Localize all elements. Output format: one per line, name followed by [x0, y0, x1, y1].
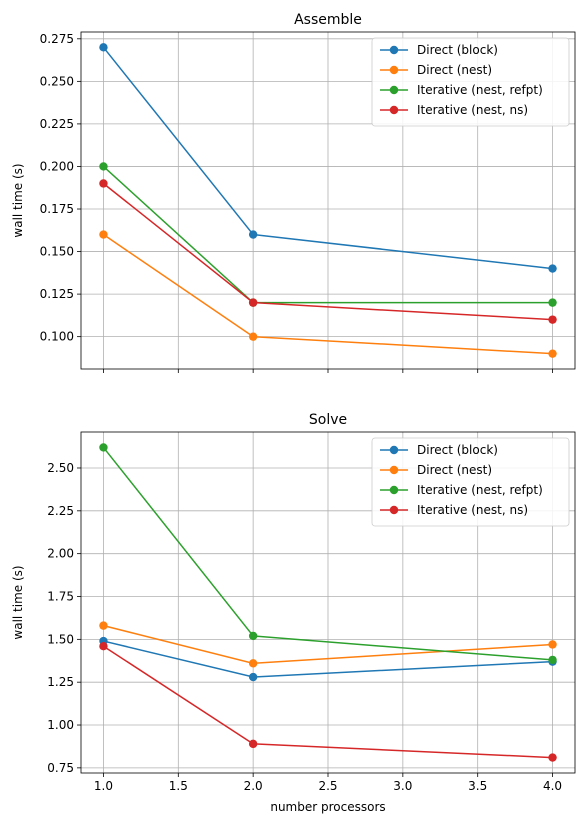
y-tick-label: 0.150: [40, 245, 74, 259]
data-point: [548, 753, 557, 762]
y-tick-label: 0.275: [40, 32, 74, 46]
data-point: [548, 640, 557, 649]
data-point: [548, 315, 557, 324]
x-tick-label: 1.0: [94, 779, 113, 793]
legend-item: Direct (block): [380, 443, 498, 457]
data-point: [248, 332, 258, 341]
chart-panel-1: 0.100 0.125 0.150 0.175 0.200 0.225 0.250 0.275…: [11, 12, 576, 373]
data-point: [99, 162, 108, 171]
y-tick-label: 2.25: [47, 504, 74, 518]
data-point: [548, 298, 557, 307]
y-tick-label: 1.00: [47, 718, 74, 732]
legend-swatch-marker: [389, 45, 399, 55]
y-axis-label: wall time (s): [11, 163, 25, 237]
data-point: [548, 264, 557, 273]
y-tick-label: 0.100: [40, 330, 74, 344]
legend-item: Iterative (nest, ns): [380, 103, 528, 117]
legend-item: Direct (nest): [380, 463, 492, 477]
x-tick-label: 2.5: [318, 779, 337, 793]
data-point: [248, 230, 258, 239]
y-tick-label: 0.200: [40, 159, 74, 173]
legend-swatch-marker: [389, 485, 399, 495]
y-tick-label: 0.125: [40, 287, 74, 301]
legend-label: Direct (nest): [417, 463, 492, 477]
legend-swatch-marker: [389, 505, 399, 515]
y-tick-label: 0.225: [40, 117, 74, 131]
data-point: [99, 621, 108, 630]
data-point: [248, 739, 258, 749]
y-tick-label: 2.50: [47, 461, 74, 475]
legend-item: Direct (block): [380, 43, 498, 57]
legend-box: [371, 437, 570, 527]
legend-item: Iterative (nest, ns): [380, 503, 528, 517]
legend-item: Direct (nest): [380, 63, 492, 77]
x-tick-label: 2.0: [244, 779, 263, 793]
y-axis-label: wall time (s): [11, 565, 25, 639]
chart-panel-2: 1.0 1.5 2.0 2.5 3.0 3.5 4.0 0.75 1.00 1.25 1.50 1.7…: [11, 412, 576, 814]
legend-label: Direct (block): [417, 443, 498, 457]
legend-box: [371, 37, 570, 127]
y-tick-label: 1.50: [47, 632, 74, 646]
data-point: [99, 641, 108, 651]
x-axis-label: number processors: [270, 800, 385, 814]
legend-label: Direct (block): [417, 43, 498, 57]
legend-label: Iterative (nest, refpt): [417, 83, 543, 97]
x-tick-label: 4.0: [543, 779, 562, 793]
legend: Direct (block) Direct (nest) Iterative (ne…: [371, 437, 570, 527]
data-point: [248, 672, 258, 682]
legend-swatch-marker: [389, 105, 399, 115]
data-point: [99, 230, 108, 239]
y-tick-label: 0.175: [40, 202, 74, 216]
data-point: [548, 655, 557, 665]
legend: Direct (block) Direct (nest) Iterative (ne…: [371, 37, 570, 127]
legend-swatch-marker: [389, 465, 399, 475]
data-point: [248, 631, 258, 641]
data-point: [248, 659, 258, 668]
y-tick-label: 0.75: [47, 761, 74, 775]
legend-label: Iterative (nest, ns): [417, 103, 528, 117]
legend-swatch-marker: [389, 85, 399, 95]
chart-title: Assemble: [294, 12, 362, 28]
data-point: [99, 179, 108, 188]
x-tick-label: 3.5: [468, 779, 487, 793]
legend-swatch-marker: [389, 65, 399, 75]
legend-label: Iterative (nest, refpt): [417, 483, 543, 497]
y-tick-label: 2.00: [47, 547, 74, 561]
x-tick-label: 1.5: [169, 779, 188, 793]
y-tick-label: 1.25: [47, 675, 74, 689]
legend-item: Iterative (nest, refpt): [380, 483, 543, 497]
legend-item: Iterative (nest, refpt): [380, 83, 543, 97]
data-point: [248, 298, 258, 307]
y-tick-label: 0.250: [40, 74, 74, 88]
data-point: [548, 349, 557, 358]
legend-label: Iterative (nest, ns): [417, 503, 528, 517]
chart-title: Solve: [309, 412, 347, 428]
legend-swatch-marker: [389, 445, 399, 455]
legend-label: Direct (nest): [417, 63, 492, 77]
data-point: [99, 443, 108, 452]
y-tick-label: 1.75: [47, 590, 74, 604]
x-tick-label: 3.0: [393, 779, 412, 793]
data-point: [99, 43, 108, 52]
